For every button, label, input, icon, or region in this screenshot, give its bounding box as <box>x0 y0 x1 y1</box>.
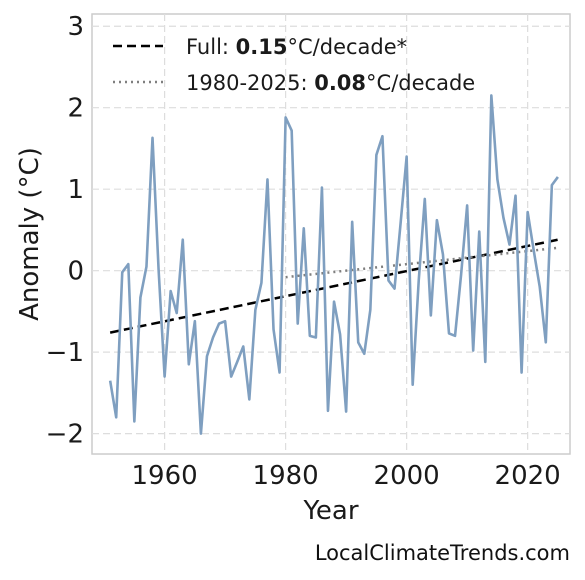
legend-recent-value: 0.08 <box>314 71 366 95</box>
recent-trend-line <box>285 246 559 279</box>
y-tick-label: 2 <box>67 94 84 124</box>
legend-full-prefix: Full: <box>186 35 236 59</box>
y-tick-label: 3 <box>67 12 84 42</box>
x-tick-label: 2000 <box>374 461 440 491</box>
plot-area <box>91 13 571 455</box>
x-tick-label: 2020 <box>495 461 561 491</box>
y-tick-label: −2 <box>46 420 84 450</box>
series-lines <box>108 94 559 435</box>
legend-recent-suffix: °C/decade <box>366 71 475 95</box>
trend-lines <box>109 238 559 334</box>
anomaly-series-line <box>108 94 559 435</box>
legend-label-recent-trend: 1980-2025: 0.08°C/decade <box>186 71 475 95</box>
y-axis-label: Anomaly (°C) <box>15 147 45 321</box>
x-tick-labels: 1960 1980 2000 2020 <box>132 461 561 491</box>
y-tick-labels: −2 −1 0 1 2 3 <box>46 12 84 449</box>
legend-recent-prefix: 1980-2025: <box>186 71 314 95</box>
credit-text: LocalClimateTrends.com <box>315 541 570 565</box>
x-tick-label: 1980 <box>253 461 319 491</box>
legend: Full: 0.15°C/decade* 1980-2025: 0.08°C/d… <box>113 35 475 95</box>
x-axis-label: Year <box>302 496 358 526</box>
x-tick-label: 1960 <box>132 461 198 491</box>
y-tick-label: −1 <box>46 338 84 368</box>
y-tick-label: 0 <box>67 257 84 287</box>
legend-full-suffix: °C/decade* <box>288 35 408 59</box>
legend-label-full-trend: Full: 0.15°C/decade* <box>186 35 407 59</box>
legend-full-value: 0.15 <box>236 35 288 59</box>
y-tick-label: 1 <box>67 175 84 205</box>
